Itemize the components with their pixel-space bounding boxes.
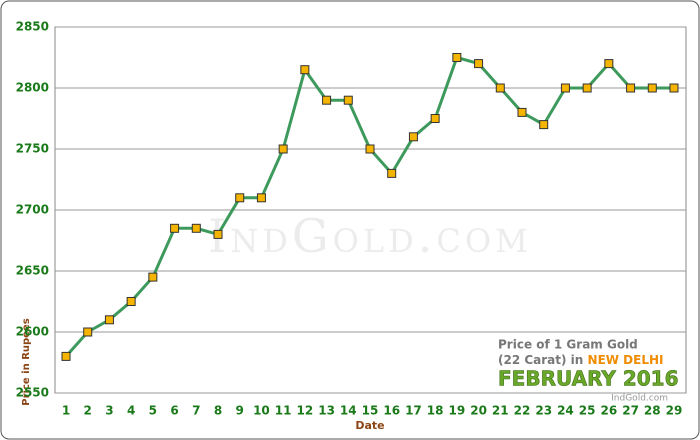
marker: [343, 95, 353, 105]
marker: [430, 114, 440, 123]
caption-source: IndGold.com: [611, 394, 668, 404]
caption: Price of 1 Gram Gold (22 Carat) in NEW D…: [498, 338, 679, 404]
x-tick-label: 22: [514, 404, 531, 418]
x-tick-label: 23: [535, 404, 552, 418]
x-tick-label: 12: [297, 404, 314, 418]
x-tick-label: 2: [84, 404, 92, 418]
caption-line: Price of 1 Gram Gold: [498, 338, 638, 352]
x-tick-label: 13: [318, 404, 335, 418]
x-tick-label: 18: [427, 404, 444, 418]
y-tick-label: 2750: [16, 142, 49, 156]
caption-city: NEW DELHI: [588, 353, 664, 367]
x-axis-label: Date: [355, 419, 384, 432]
y-tick-label: 2800: [16, 81, 49, 95]
x-tick-label: 4: [127, 404, 135, 418]
marker: [104, 315, 114, 325]
marker: [408, 132, 418, 142]
x-tick-label: 11: [275, 404, 292, 418]
x-tick-label: 3: [105, 404, 113, 418]
marker: [235, 193, 245, 203]
marker: [256, 193, 266, 203]
marker: [126, 297, 136, 306]
marker: [213, 229, 223, 239]
marker: [452, 53, 462, 62]
x-tick-label: 29: [666, 404, 683, 418]
x-tick-label: 27: [622, 404, 639, 418]
marker: [365, 144, 375, 154]
marker: [170, 223, 180, 233]
x-tick-label: 9: [236, 404, 244, 418]
caption-period: FEBRUARY 2016: [498, 367, 679, 391]
x-tick-label: 26: [601, 404, 618, 418]
x-tick-label: 17: [405, 404, 422, 418]
caption-line: (22 Carat) in NEW DELHI: [498, 353, 664, 367]
x-tick-label: 5: [149, 404, 157, 418]
x-tick-label: 7: [192, 404, 200, 418]
y-tick-label: 2600: [16, 325, 49, 339]
y-tick-label: 2850: [16, 20, 49, 34]
x-tick-label: 28: [644, 404, 661, 418]
marker: [669, 83, 679, 93]
x-tick-label: 21: [492, 404, 509, 418]
caption-line: (22 Carat) in: [498, 353, 583, 367]
marker: [278, 144, 288, 154]
watermark: IndGold.com: [208, 209, 532, 263]
marker: [322, 95, 332, 105]
x-tick-label: 10: [253, 404, 270, 418]
marker: [387, 168, 397, 178]
marker: [191, 223, 201, 233]
marker: [61, 351, 71, 361]
marker: [495, 83, 505, 93]
marker: [83, 327, 93, 337]
marker: [148, 272, 158, 282]
marker: [647, 83, 657, 93]
marker: [626, 83, 636, 93]
marker: [539, 120, 549, 130]
x-tick-label: 16: [383, 404, 400, 418]
marker: [604, 59, 614, 69]
y-tick-label: 2550: [16, 386, 49, 400]
x-tick-label: 25: [579, 404, 596, 418]
x-tick-label: 1: [62, 404, 70, 418]
x-tick-label: 14: [340, 404, 357, 418]
marker: [300, 65, 310, 75]
x-tick-label: 24: [557, 404, 574, 418]
marker: [560, 83, 570, 93]
y-tick-label: 2700: [16, 203, 49, 217]
marker: [582, 83, 592, 93]
x-tick-label: 20: [470, 404, 487, 418]
y-axis-label: Price in Rupees: [21, 318, 32, 405]
x-tick-label: 6: [170, 404, 178, 418]
x-tick-label: 8: [214, 404, 222, 418]
marker: [474, 59, 484, 69]
marker: [517, 107, 527, 117]
x-tick-label: 15: [362, 404, 379, 418]
y-tick-label: 2650: [16, 264, 49, 278]
x-tick-label: 19: [449, 404, 466, 418]
